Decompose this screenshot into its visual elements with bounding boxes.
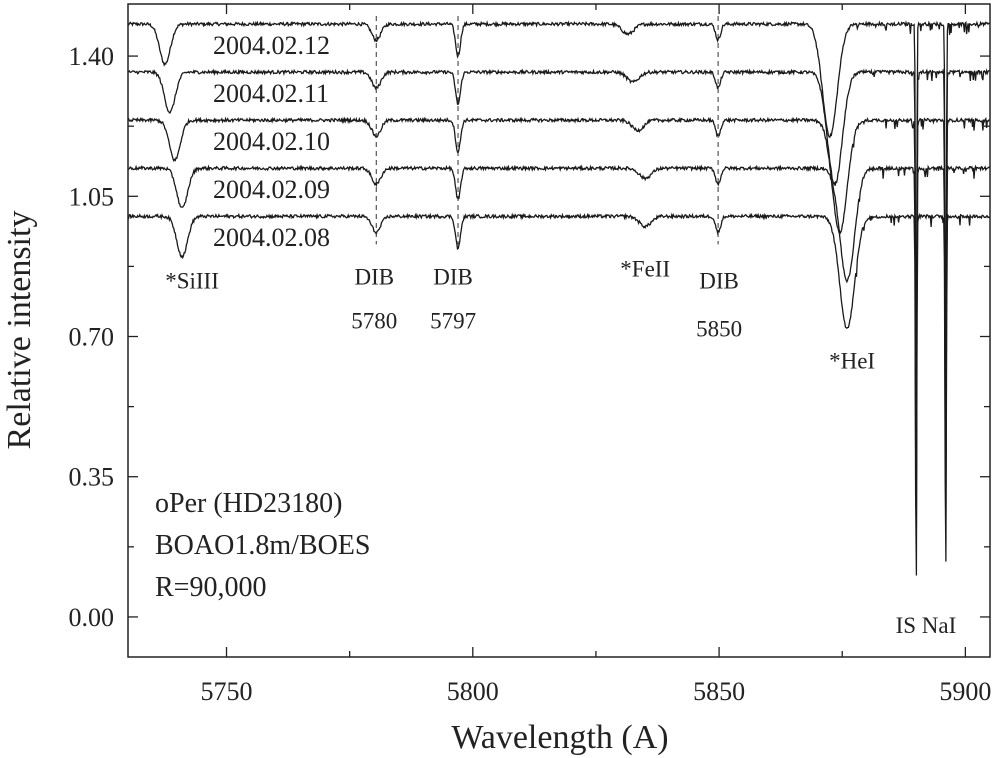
- y-axis-title: Relative intensity: [1, 211, 38, 450]
- line-annotation: IS NaI: [896, 613, 957, 638]
- line-annotation: DIB: [433, 264, 473, 289]
- spectrum-line: [127, 164, 990, 528]
- line-annotation: *SiIII: [165, 268, 219, 293]
- x-tick-label: 5750: [201, 677, 253, 706]
- line-annotation: 5780: [351, 308, 397, 333]
- spectrum-line: [127, 19, 990, 384]
- series-date-label: 2004.02.11: [213, 79, 329, 108]
- info-line: R=90,000: [155, 572, 266, 603]
- series-date-label: 2004.02.12: [213, 31, 330, 60]
- line-annotation: 5850: [696, 316, 742, 341]
- info-line: BOAO1.8m/BOES: [155, 530, 370, 561]
- dib-markers: [375, 16, 719, 245]
- x-axis: 5750 5800 5850 5900: [201, 4, 991, 706]
- date-labels: 2004.02.12 2004.02.11 2004.02.10 2004.02.09…: [213, 31, 330, 252]
- x-axis-title: Wavelength (A): [451, 719, 668, 756]
- line-annotation: DIB: [699, 268, 739, 293]
- y-tick-label: 0.70: [69, 323, 115, 352]
- y-tick-label: 1.40: [69, 42, 115, 71]
- series-date-label: 2004.02.10: [213, 127, 330, 156]
- spectrum-line: [127, 68, 990, 432]
- spectrum-line: [127, 116, 990, 479]
- x-tick-label: 5800: [447, 677, 499, 706]
- line-annotation: *FeII: [620, 256, 670, 281]
- series-date-label: 2004.02.08: [213, 223, 330, 252]
- series-date-label: 2004.02.09: [213, 175, 330, 204]
- spectrum-line: [127, 212, 990, 576]
- y-tick-label: 0.00: [69, 603, 115, 632]
- info-block: oPer (HD23180) BOAO1.8m/BOES R=90,000: [155, 488, 370, 603]
- info-line: oPer (HD23180): [155, 488, 342, 519]
- line-annotation: *HeI: [829, 349, 875, 374]
- y-tick-label: 1.05: [69, 182, 115, 211]
- plot-frame: [127, 3, 991, 658]
- line-annotations: *SiIII DIB 5780 DIB 5797 *FeII DIB 5850 *HeI IS N…: [165, 256, 956, 638]
- line-annotation: DIB: [354, 264, 394, 289]
- y-axis: 0.00 0.35 0.70 1.05 1.40: [69, 42, 990, 632]
- y-tick-label: 0.35: [69, 463, 115, 492]
- x-tick-label: 5850: [693, 677, 745, 706]
- spectra-layer: [127, 19, 990, 576]
- line-annotation: 5797: [430, 308, 476, 333]
- x-tick-label: 5900: [939, 677, 991, 706]
